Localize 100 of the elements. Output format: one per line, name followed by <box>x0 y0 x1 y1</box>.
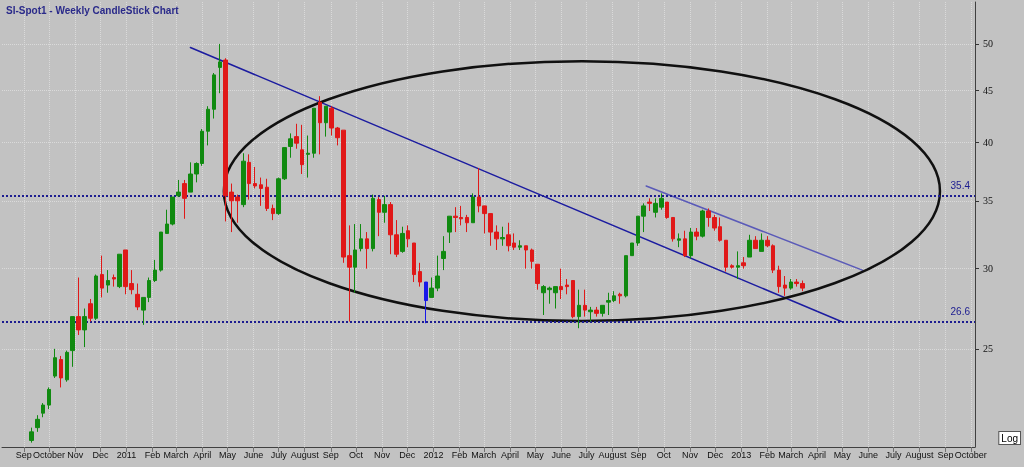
candlestick <box>683 230 687 258</box>
candlestick <box>500 226 505 247</box>
x-tick-label: October <box>954 449 987 460</box>
x-tick-label: Nov <box>67 449 84 460</box>
candlestick <box>465 214 469 233</box>
x-tick-label: August <box>598 449 628 460</box>
candlestick <box>700 209 705 239</box>
candlestick <box>694 227 699 241</box>
candlestick <box>117 253 122 289</box>
x-tick-label: June <box>243 449 264 460</box>
x-tick-label: Feb <box>451 449 468 460</box>
candlestick <box>665 201 669 220</box>
x-tick-label: May <box>526 449 545 460</box>
candlestick <box>418 262 422 288</box>
candlestick <box>371 194 375 252</box>
candlestick <box>447 215 452 244</box>
y-tick-label: 35 <box>983 195 993 207</box>
candlestick <box>677 232 681 248</box>
candlestick <box>294 123 299 150</box>
candlestick <box>318 95 322 155</box>
candlestick <box>736 250 740 280</box>
candlestick <box>741 256 746 270</box>
x-tick-label: Sep <box>15 449 32 460</box>
candlestick <box>106 269 110 294</box>
candlestick <box>382 195 387 224</box>
candlestick <box>312 107 316 159</box>
candlestick <box>777 265 781 294</box>
candlestick <box>300 124 304 175</box>
candlestick <box>671 216 675 243</box>
candlestick <box>70 316 75 368</box>
candlestick <box>600 304 605 318</box>
x-tick-label: Feb <box>759 449 776 460</box>
candlestick <box>406 224 410 248</box>
candlestick <box>59 355 63 388</box>
candlestick <box>624 255 628 298</box>
x-tick-label: Nov <box>374 449 391 460</box>
candlestick <box>353 223 357 294</box>
x-tick-label: Feb <box>144 449 161 460</box>
candlestick <box>176 179 181 198</box>
x-tick-label: Oct <box>349 449 364 460</box>
candlestick <box>288 132 293 159</box>
x-tick-label: March <box>471 449 497 460</box>
candlestick <box>783 275 787 297</box>
x-tick-label: 2013 <box>731 449 752 460</box>
y-tick-label: 30 <box>983 263 993 275</box>
candlestick <box>365 231 369 270</box>
candlestick <box>247 153 251 201</box>
candlestick <box>747 234 752 258</box>
candlestick <box>29 427 34 444</box>
x-tick-label: March <box>778 449 804 460</box>
ref-line-label: 26.6 <box>950 306 971 318</box>
candlestick <box>441 235 446 271</box>
candlestick <box>265 178 269 212</box>
x-tick-label: May <box>833 449 852 460</box>
candlestick <box>565 278 569 295</box>
x-tick-label: Dec <box>399 449 416 460</box>
x-tick-label: July <box>270 449 288 460</box>
candlestick <box>271 204 275 221</box>
candlestick <box>583 289 587 318</box>
candlestick <box>306 135 310 179</box>
x-tick-label: 2012 <box>423 449 444 460</box>
candlestick <box>524 245 528 270</box>
x-tick-label: Nov <box>681 449 699 460</box>
candlestick <box>689 227 693 259</box>
candlestick <box>135 283 140 311</box>
candlestick <box>112 274 116 288</box>
candlestick <box>324 105 328 138</box>
candlestick <box>753 235 758 250</box>
x-tick-label: August <box>290 449 320 460</box>
candlestick <box>471 192 475 224</box>
candlestick <box>159 231 163 273</box>
candlestick <box>530 248 534 270</box>
candlestick <box>594 306 599 318</box>
candlestick <box>65 350 69 383</box>
candlestick <box>94 274 98 321</box>
x-tick-label: July <box>578 449 595 460</box>
candlestick <box>630 242 634 257</box>
x-tick-label: June <box>858 449 878 460</box>
y-tick-label: 45 <box>983 84 993 96</box>
x-tick-label: May <box>218 449 237 460</box>
y-tick-label: 40 <box>983 136 993 148</box>
candlestick <box>724 239 728 273</box>
y-tick-label: 50 <box>983 38 993 50</box>
x-tick-label: April <box>807 449 826 460</box>
candlestick <box>412 242 416 283</box>
candlestick <box>182 179 187 220</box>
x-tick-label: Oct <box>656 449 672 460</box>
x-tick-label: June <box>551 449 572 460</box>
candlestick <box>206 105 210 146</box>
y-tick-label: 25 <box>983 343 993 355</box>
x-tick-label: Dec <box>92 449 109 460</box>
candlestick <box>218 43 222 94</box>
candlestick <box>241 152 246 208</box>
candlestick <box>789 278 793 291</box>
candlestick <box>559 268 563 300</box>
candlestick <box>53 348 57 379</box>
candlestick <box>47 386 51 410</box>
x-tick-label: April <box>500 449 519 460</box>
candlestick <box>359 223 363 252</box>
x-tick-label: Sep <box>322 449 339 460</box>
